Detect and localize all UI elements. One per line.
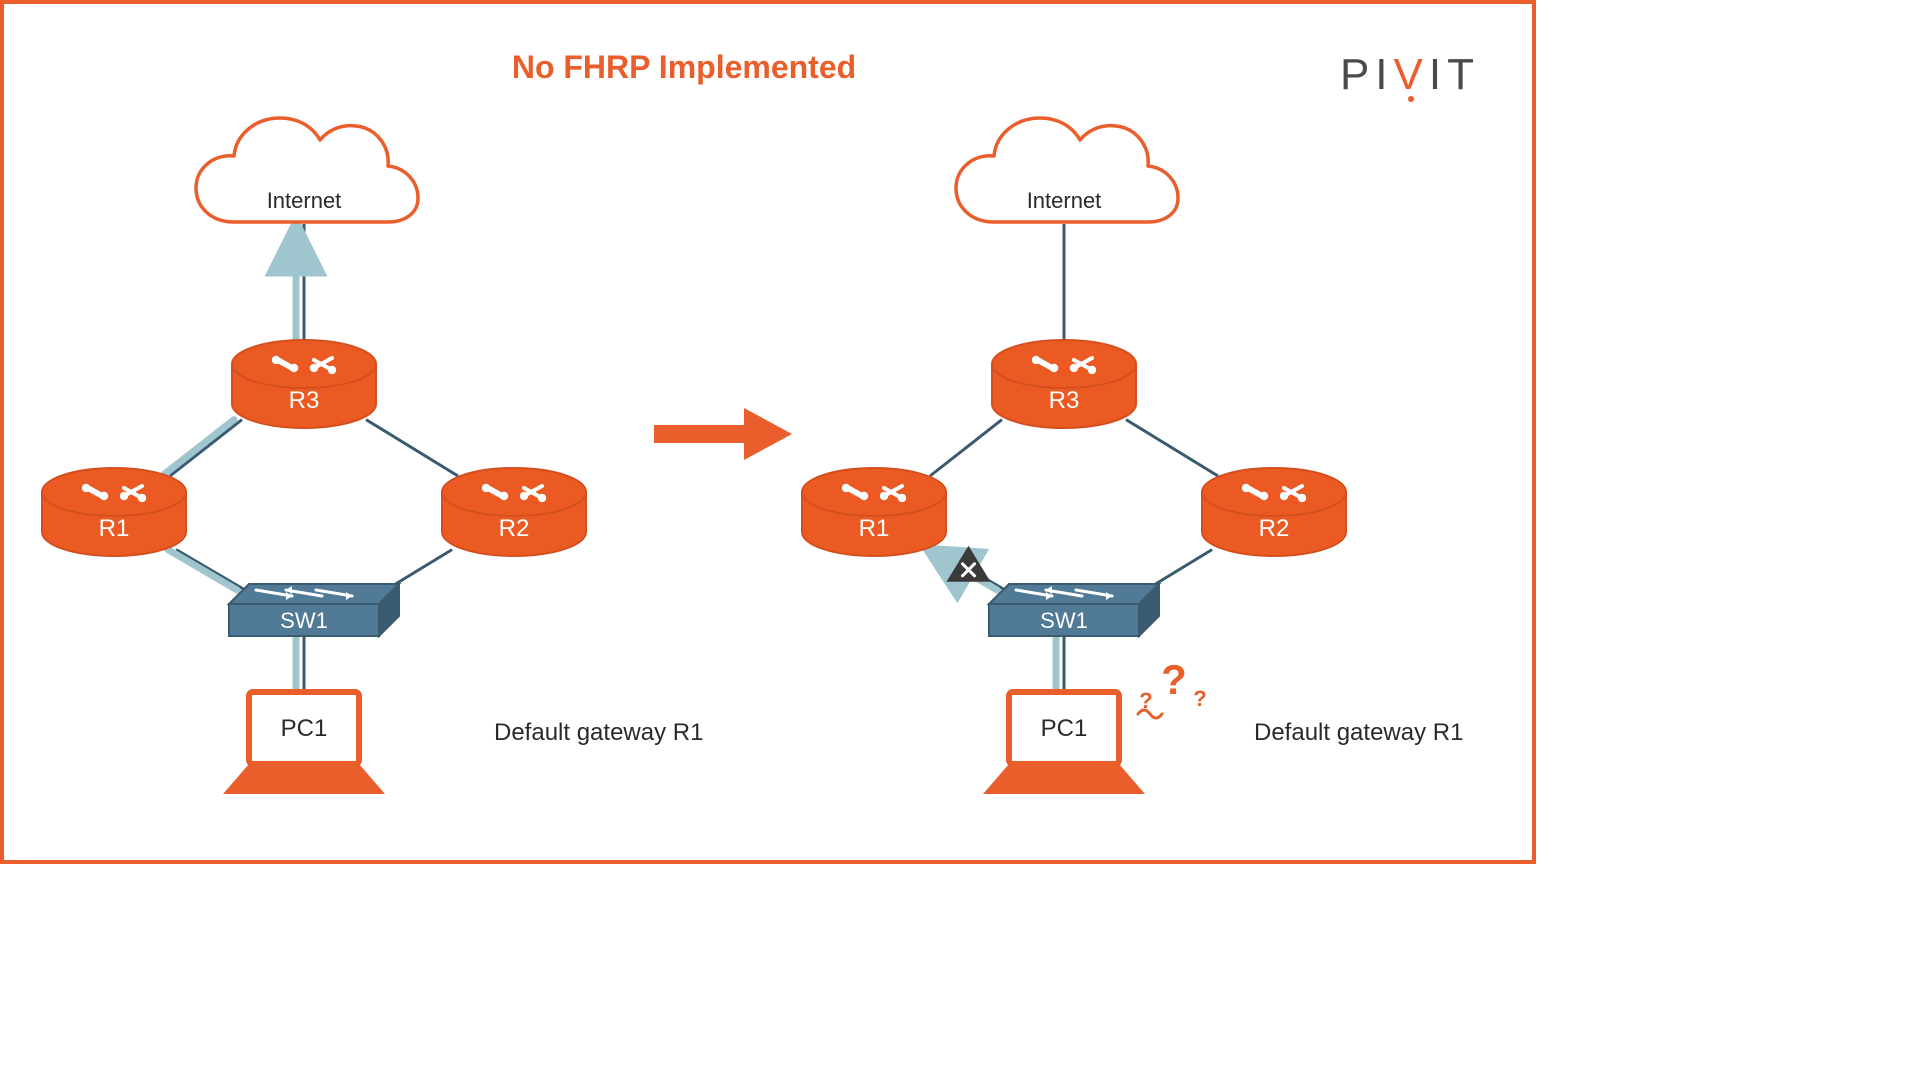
cloud-label: Internet [267,188,342,213]
router-label: R3 [289,387,320,414]
router-r3: R3 [232,340,376,428]
router-label: R2 [499,515,530,542]
brand-logo: PIVIT [1340,50,1480,100]
network-link [176,550,245,590]
panel-after: Internet R3 R1 R2 SW1 PC1??? Default gateway R… [802,118,1463,794]
network-link [170,420,242,476]
traffic-flow [168,550,237,590]
svg-text:?: ? [1193,686,1206,711]
pc-label: PC1 [281,715,328,742]
panel-before: Internet R3 R1 R2 SW1 PC1 Default gateway R1 [42,118,703,794]
router-r1: R1 [42,468,186,556]
router-label: R3 [1049,387,1080,414]
pc-pc1: PC1 [223,692,385,794]
diagram-canvas: No FHRP Implemented Internet R3 R1 R2 SW1 PC1… [4,4,1532,860]
router-label: R2 [1259,515,1290,542]
router-r2: R2 [442,468,586,556]
transition-arrow-icon [654,408,792,460]
internet-cloud: Internet [196,118,418,222]
switch-sw1: SW1 [989,584,1159,636]
logo-right: IT [1429,50,1480,99]
diagram-frame: PIVIT No FHRP Implemented Internet R3 R1 R2… [0,0,1536,864]
pc-label: PC1 [1041,715,1088,742]
router-r2: R2 [1202,468,1346,556]
network-link [366,420,458,476]
network-link [930,420,1002,476]
pc-pc1: PC1 [983,692,1145,794]
confused-icon: ??? [1138,656,1207,718]
network-link [389,550,452,588]
logo-left: PI [1340,50,1394,99]
switch-label: SW1 [1040,608,1088,633]
switch-sw1: SW1 [229,584,399,636]
cloud-label: Internet [1027,188,1102,213]
router-r1: R1 [802,468,946,556]
svg-text:?: ? [1161,656,1187,703]
gateway-label: Default gateway R1 [494,719,703,746]
router-label: R1 [859,515,890,542]
logo-v: V [1394,50,1429,100]
switch-label: SW1 [280,608,328,633]
traffic-flow [162,420,234,476]
router-label: R1 [99,515,130,542]
gateway-label: Default gateway R1 [1254,719,1463,746]
internet-cloud: Internet [956,118,1178,222]
network-link [1126,420,1218,476]
router-r3: R3 [992,340,1136,428]
diagram-title: No FHRP Implemented [512,49,856,85]
network-link [1149,550,1212,588]
